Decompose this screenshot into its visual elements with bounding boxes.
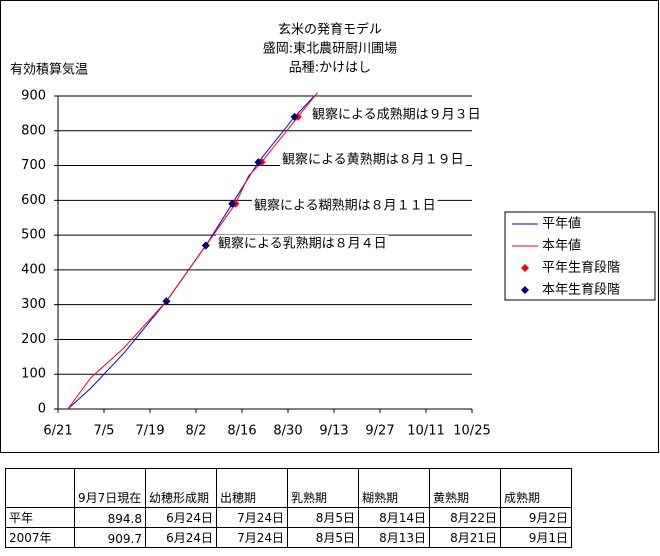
annotation-bg <box>310 106 483 124</box>
table-cell: 幼穂形成期 <box>145 468 217 508</box>
table-cell: 9月2日 <box>500 507 572 528</box>
table-cell <box>5 468 75 508</box>
table-cell: 8月21日 <box>429 527 501 548</box>
x-tick-label: 9/13 <box>319 424 348 439</box>
series-line <box>67 92 318 410</box>
data-table: 9月7日現在 幼穂形成期 出穂期 乳熟期 糊熟期 黄熟期 成熟期 平年 894.8 6月24日 7月… <box>5 468 572 548</box>
table-cell: 8月22日 <box>429 507 501 528</box>
annotation: 観察による糊熟期は８月１１日 <box>254 198 436 214</box>
legend-label: 本年値 <box>542 238 581 254</box>
table-row: 平年 894.8 6月24日 7月24日 8月5日 8月14日 8月22日 9月2日 <box>5 507 572 528</box>
x-tick-label: 7/5 <box>94 424 115 439</box>
y-tick-label: 500 <box>21 228 46 243</box>
y-tick-label: 100 <box>21 367 46 382</box>
legend-label: 平年値 <box>542 216 581 232</box>
table-cell: 894.8 <box>74 507 146 528</box>
chart: 玄米の発育モデル 盛岡:東北農研厨川圃場 品種:かけはし 有効積算気温 0 100… <box>0 0 659 453</box>
legend-label: 平年生育段階 <box>542 260 620 276</box>
table-row: 9月7日現在 幼穂形成期 出穂期 乳熟期 糊熟期 黄熟期 成熟期 <box>5 468 572 508</box>
stage-marker <box>162 297 171 306</box>
table-cell: 8月5日 <box>287 507 359 528</box>
table-cell: 糊熟期 <box>358 468 430 508</box>
annotation-bg <box>252 197 438 215</box>
annotation-bg <box>280 151 466 169</box>
x-tick-label: 8/16 <box>227 424 256 439</box>
table-cell: 8月5日 <box>287 527 359 548</box>
stage-marker <box>290 112 299 121</box>
legend-box <box>504 211 656 301</box>
table-cell: 8月14日 <box>358 507 430 528</box>
x-tick-label: 7/19 <box>135 424 164 439</box>
chart-title: 品種:かけはし <box>289 60 371 76</box>
chart-title: 玄米の発育モデル <box>278 22 382 38</box>
table-cell: 出穂期 <box>216 468 288 508</box>
stage-marker <box>201 241 210 250</box>
table-cell: 6月24日 <box>145 507 217 528</box>
table-cell: 乳熟期 <box>287 468 359 508</box>
table-cell: 8月13日 <box>358 527 430 548</box>
legend-label: 本年生育段階 <box>542 282 620 298</box>
legend-marker <box>521 286 529 294</box>
x-tick-label: 10/25 <box>453 424 490 439</box>
annotation-bg <box>216 235 389 253</box>
y-tick-label: 700 <box>21 158 46 173</box>
y-tick-label: 800 <box>21 123 46 138</box>
x-tick-label: 6/21 <box>43 424 72 439</box>
chart-title: 盛岡:東北農研厨川圃場 <box>263 41 397 57</box>
y-axis-label: 有効積算気温 <box>10 62 88 78</box>
x-tick-label: 8/2 <box>186 424 207 439</box>
x-tick-label: 8/30 <box>273 424 302 439</box>
table-row: 2007年 909.7 6月24日 7月24日 8月5日 8月13日 8月21日 9月1日 <box>5 527 572 548</box>
table-cell: 7月24日 <box>216 507 288 528</box>
annotation: 観察による成熟期は９月３日 <box>312 107 481 123</box>
table-cell: 成熟期 <box>500 468 572 508</box>
legend-marker <box>521 264 529 272</box>
stage-marker <box>254 158 263 167</box>
y-tick-label: 300 <box>21 297 46 312</box>
y-tick-label: 400 <box>21 262 46 277</box>
annotation: 観察による黄熟期は８月１９日 <box>282 152 464 168</box>
table-cell: 9月7日現在 <box>74 468 146 508</box>
y-tick-label: 900 <box>21 89 46 104</box>
table-cell: 7月24日 <box>216 527 288 548</box>
table-cell: 6月24日 <box>145 527 217 548</box>
stage-marker <box>228 199 237 208</box>
table-cell: 909.7 <box>74 527 146 548</box>
table-cell: 黄熟期 <box>429 468 501 508</box>
x-tick-label: 10/11 <box>407 424 444 439</box>
table-cell: 9月1日 <box>500 527 572 548</box>
table-cell: 2007年 <box>5 527 75 548</box>
y-tick-label: 200 <box>21 332 46 347</box>
annotation: 観察による乳熟期は８月４日 <box>218 236 387 252</box>
y-tick-label: 600 <box>21 193 46 208</box>
y-tick-label: 0 <box>38 402 46 417</box>
table-cell: 平年 <box>5 507 75 528</box>
x-tick-label: 9/27 <box>365 424 394 439</box>
